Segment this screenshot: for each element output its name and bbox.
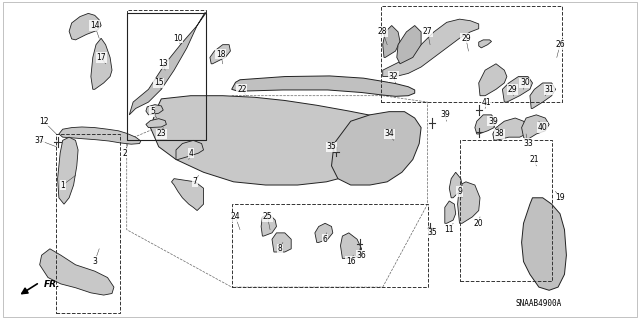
Polygon shape <box>315 223 333 242</box>
Polygon shape <box>458 182 480 223</box>
Text: 34: 34 <box>384 130 394 138</box>
Polygon shape <box>522 115 549 140</box>
Text: 12: 12 <box>39 117 48 126</box>
Text: SNAAB4900A: SNAAB4900A <box>516 299 562 308</box>
Polygon shape <box>479 64 507 96</box>
Polygon shape <box>475 115 496 134</box>
Polygon shape <box>129 13 206 115</box>
Polygon shape <box>340 233 362 258</box>
Text: 37: 37 <box>35 136 45 145</box>
Text: 23: 23 <box>156 130 166 138</box>
Text: 35: 35 <box>326 142 337 151</box>
Text: 17: 17 <box>96 53 106 62</box>
Bar <box>381 6 562 102</box>
Text: 15: 15 <box>154 78 164 87</box>
Text: 8: 8 <box>278 244 283 253</box>
Text: 41: 41 <box>481 98 492 107</box>
Polygon shape <box>493 118 528 140</box>
Polygon shape <box>449 172 462 198</box>
Text: 7: 7 <box>193 177 198 186</box>
Bar <box>232 204 428 287</box>
Text: FR.: FR. <box>44 280 60 289</box>
Text: 1: 1 <box>60 181 65 189</box>
Text: 28: 28 <box>378 27 387 36</box>
Polygon shape <box>172 179 204 211</box>
Polygon shape <box>58 137 78 204</box>
Bar <box>56 134 120 313</box>
Polygon shape <box>502 77 532 102</box>
Text: 33: 33 <box>523 139 533 148</box>
Text: 25: 25 <box>262 212 273 221</box>
Text: 22: 22 <box>237 85 246 94</box>
Polygon shape <box>176 140 204 160</box>
Text: 16: 16 <box>346 257 356 266</box>
Text: 40: 40 <box>538 123 548 132</box>
Text: 5: 5 <box>150 107 155 116</box>
Text: 30: 30 <box>520 78 530 87</box>
Polygon shape <box>40 249 114 295</box>
Text: 39: 39 <box>440 110 450 119</box>
Polygon shape <box>522 198 566 290</box>
Polygon shape <box>383 26 400 57</box>
Text: 2: 2 <box>122 149 127 158</box>
Bar <box>127 13 206 140</box>
Polygon shape <box>59 127 141 144</box>
Text: 3: 3 <box>92 257 97 266</box>
Text: 10: 10 <box>173 34 183 43</box>
Polygon shape <box>445 201 456 223</box>
Text: 27: 27 <box>422 27 433 36</box>
Text: 29: 29 <box>461 34 471 43</box>
Polygon shape <box>232 76 415 96</box>
Polygon shape <box>479 40 492 48</box>
Text: 9: 9 <box>457 187 462 196</box>
Text: 36: 36 <box>356 251 367 260</box>
Text: 32: 32 <box>388 72 399 81</box>
Text: 29: 29 <box>507 85 517 94</box>
Polygon shape <box>146 119 166 128</box>
Polygon shape <box>91 38 112 89</box>
Text: 11: 11 <box>445 225 454 234</box>
Bar <box>127 10 206 140</box>
Polygon shape <box>272 233 291 252</box>
Text: 14: 14 <box>90 21 100 30</box>
Polygon shape <box>210 45 230 64</box>
Bar <box>460 140 552 281</box>
Polygon shape <box>397 26 421 64</box>
Polygon shape <box>332 112 421 185</box>
Text: 24: 24 <box>230 212 241 221</box>
Text: 38: 38 <box>494 130 504 138</box>
Polygon shape <box>150 96 383 185</box>
Text: 20: 20 <box>474 219 484 228</box>
Text: 35: 35 <box>427 228 437 237</box>
Text: 21: 21 <box>530 155 539 164</box>
Polygon shape <box>69 13 101 40</box>
Polygon shape <box>383 19 479 77</box>
Text: 19: 19 <box>555 193 565 202</box>
Text: 18: 18 <box>216 50 225 59</box>
Polygon shape <box>530 83 556 108</box>
Text: 6: 6 <box>323 235 328 244</box>
Polygon shape <box>261 214 276 236</box>
Text: 4: 4 <box>188 149 193 158</box>
Text: 31: 31 <box>544 85 554 94</box>
Text: 26: 26 <box>555 40 565 49</box>
Text: 13: 13 <box>158 59 168 68</box>
Text: 39: 39 <box>488 117 498 126</box>
Polygon shape <box>146 105 163 115</box>
